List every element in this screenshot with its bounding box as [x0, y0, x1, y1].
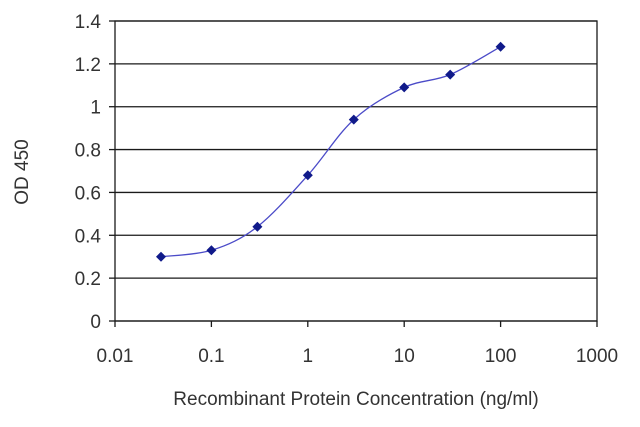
data-point [155, 251, 166, 262]
y-axis: 0 0.2 0.4 0.6 0.8 1 1.2 1.4 [75, 12, 115, 333]
y-tick-label: 0.2 [75, 269, 101, 290]
data-points [155, 41, 506, 262]
y-tick-label: 1.2 [75, 55, 101, 76]
data-point [206, 245, 217, 256]
y-tick-label: 0.8 [75, 141, 101, 162]
x-axis-title: Recombinant Protein Concentration (ng/ml… [173, 389, 538, 410]
data-point [495, 41, 506, 52]
x-tick-label: 10 [394, 346, 415, 367]
x-axis: 0.01 0.1 1 10 100 1000 [97, 321, 618, 367]
x-tick-label: 0.1 [198, 346, 224, 367]
y-tick-label: 0 [90, 312, 101, 333]
x-tick-label: 1000 [576, 346, 618, 367]
x-tick-label: 100 [485, 346, 517, 367]
y-tick-label: 1 [90, 98, 101, 119]
data-point [252, 221, 263, 232]
series-line [160, 46, 501, 258]
x-tick-label: 1 [303, 346, 314, 367]
y-tick-label: 1.4 [75, 12, 102, 33]
x-tick-label: 0.01 [97, 346, 134, 367]
y-tick-label: 0.4 [75, 226, 102, 247]
y-axis-title: OD 450 [12, 139, 33, 204]
plot-area-frame [114, 20, 598, 322]
grid-lines [115, 20, 597, 322]
data-point [348, 114, 359, 125]
data-point [399, 82, 410, 93]
data-point [445, 69, 456, 80]
y-tick-label: 0.6 [75, 183, 101, 204]
data-point [302, 170, 313, 181]
